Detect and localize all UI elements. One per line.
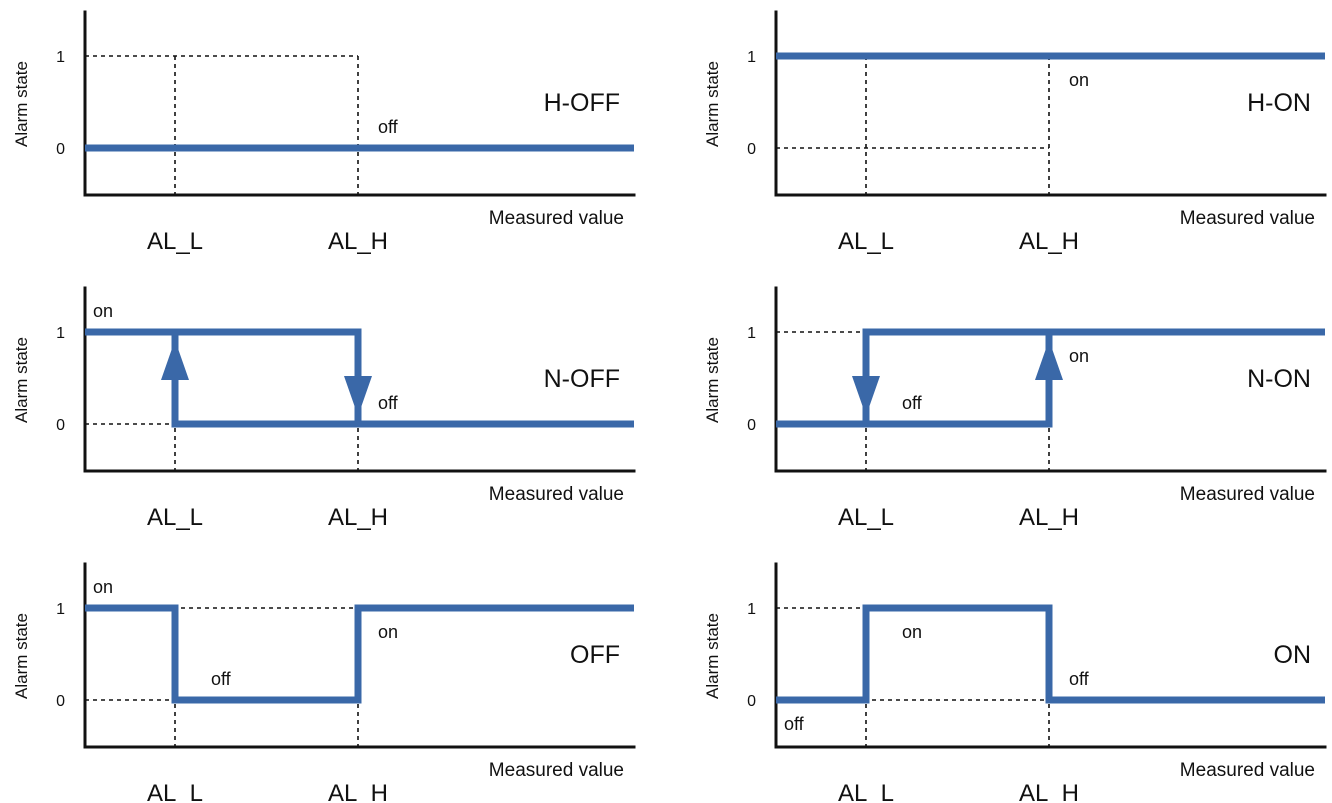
alarm-signal [85, 604, 634, 704]
threshold-label-al-h: AL_H [1019, 228, 1079, 255]
axes [83, 286, 636, 473]
tick-label-0: 0 [56, 141, 65, 158]
x-axis-label: Measured value [489, 760, 624, 781]
axes [774, 562, 1327, 749]
mode-label: N-OFF [544, 365, 620, 393]
state-label: off [902, 393, 923, 413]
tick-label-0: 0 [56, 417, 65, 434]
threshold-label-al-l: AL_L [838, 504, 894, 531]
panel-on: Alarm state 1 0 Measured value AL_L AL_H ON on o… [703, 562, 1327, 803]
alarm-signal-branch [862, 328, 1049, 424]
state-label: off [1069, 669, 1090, 689]
guide-lines [776, 56, 1050, 195]
state-label: off [378, 393, 399, 413]
state-label: off [784, 714, 805, 734]
tick-label-1: 1 [747, 601, 756, 618]
state-label: on [93, 577, 113, 597]
state-label: off [211, 669, 232, 689]
tick-label-1: 1 [56, 49, 65, 66]
state-label: on [1069, 70, 1089, 90]
threshold-label-al-h: AL_H [328, 780, 388, 803]
x-axis-label: Measured value [1180, 760, 1315, 781]
tick-label-1: 1 [747, 325, 756, 342]
axes [83, 562, 636, 749]
y-axis-label: Alarm state [12, 337, 31, 423]
tick-label-0: 0 [747, 693, 756, 710]
state-label: on [902, 622, 922, 642]
arrow-up-icon [1035, 340, 1063, 424]
tick-label-0: 0 [747, 141, 756, 158]
state-label: on [93, 301, 113, 321]
mode-label: H-OFF [544, 89, 620, 117]
alarm-signal [776, 604, 1325, 704]
arrow-up-icon [161, 340, 189, 424]
panel-n-on: Alarm state 1 0 Measured value AL_L AL_H N-ON o… [703, 286, 1327, 531]
arrow-down-icon [344, 332, 372, 416]
arrow-down-icon [852, 332, 880, 416]
state-label: off [378, 117, 399, 137]
mode-label: OFF [570, 641, 620, 669]
x-axis-label: Measured value [1180, 208, 1315, 229]
panel-h-on: Alarm state 1 0 Measured value AL_L AL_H H-ON o… [703, 10, 1327, 255]
tick-label-1: 1 [56, 325, 65, 342]
x-axis-label: Measured value [1180, 484, 1315, 505]
y-axis-label: Alarm state [703, 337, 722, 423]
threshold-label-al-h: AL_H [1019, 504, 1079, 531]
threshold-label-al-h: AL_H [328, 228, 388, 255]
threshold-label-al-l: AL_L [147, 504, 203, 531]
y-axis-label: Alarm state [703, 613, 722, 699]
mode-label: N-ON [1247, 365, 1311, 393]
tick-label-0: 0 [56, 693, 65, 710]
threshold-label-al-h: AL_H [1019, 780, 1079, 803]
mode-label: ON [1274, 641, 1312, 669]
y-axis-label: Alarm state [12, 613, 31, 699]
threshold-label-al-h: AL_H [328, 504, 388, 531]
y-axis-label: Alarm state [703, 61, 722, 147]
guide-lines [85, 55, 359, 195]
panel-off: Alarm state 1 0 Measured value AL_L AL_H OFF on… [12, 562, 636, 803]
guide-lines [85, 331, 359, 471]
threshold-label-al-l: AL_L [838, 780, 894, 803]
mode-label: H-ON [1247, 89, 1311, 117]
axes [774, 286, 1327, 473]
y-axis-label: Alarm state [12, 61, 31, 147]
state-label: on [1069, 346, 1089, 366]
threshold-label-al-l: AL_L [147, 228, 203, 255]
x-axis-label: Measured value [489, 484, 624, 505]
threshold-label-al-l: AL_L [838, 228, 894, 255]
tick-label-1: 1 [56, 601, 65, 618]
alarm-signal [85, 328, 362, 428]
panel-h-off: Alarm state 1 0 Measured value AL_L AL_H H-OFF… [12, 10, 636, 255]
tick-label-0: 0 [747, 417, 756, 434]
axes [774, 10, 1327, 197]
threshold-label-al-l: AL_L [147, 780, 203, 803]
tick-label-1: 1 [747, 49, 756, 66]
x-axis-label: Measured value [489, 208, 624, 229]
axes [83, 10, 636, 197]
state-label: on [378, 622, 398, 642]
panel-n-off: Alarm state 1 0 Measured value AL_L AL_H N-OFF… [12, 286, 636, 531]
